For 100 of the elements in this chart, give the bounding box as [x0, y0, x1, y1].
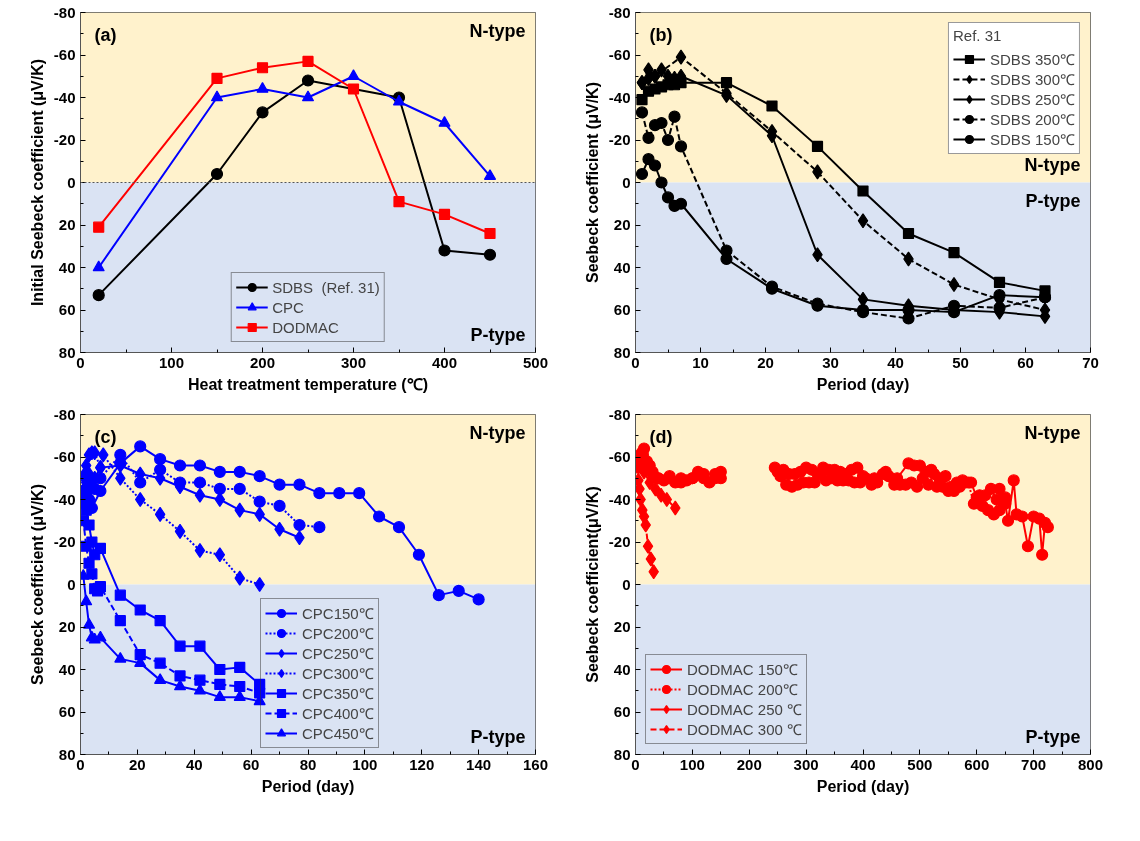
band-label: P-type — [470, 324, 526, 345]
x-tick-label: 300 — [340, 353, 367, 371]
x-axis-title: Heat treatment temperature (℃) — [187, 375, 429, 393]
annotation: (c) — [94, 426, 117, 447]
x-tick-label: 200 — [736, 755, 762, 773]
x-tick-label: 400 — [431, 353, 458, 371]
x-tick-label: 100 — [158, 353, 185, 371]
legend-label: SDBS 350℃ — [989, 50, 1075, 69]
x-tick-label: 30 — [822, 353, 839, 371]
y-tick-label: -60 — [53, 448, 76, 465]
y-tick-label: -20 — [608, 533, 631, 550]
y-tick-label: -20 — [53, 131, 76, 148]
annotation: (b) — [649, 24, 673, 45]
legend-label: DODMAC 300 ℃ — [687, 720, 803, 739]
legend-label: SDBS 300℃ — [989, 70, 1075, 89]
x-tick-label: 20 — [757, 353, 774, 371]
x-tick-label: 70 — [1082, 353, 1099, 371]
y-tick-label: 0 — [622, 173, 631, 191]
y-tick-label: -60 — [608, 46, 631, 63]
x-tick-label: 500 — [522, 353, 549, 371]
x-axis-title: Period (day) — [261, 777, 355, 795]
y-axis-title: Seebeck coefficient (μV/K) — [583, 82, 601, 283]
y-tick-label: 20 — [58, 216, 76, 233]
band-label: P-type — [1025, 726, 1081, 747]
x-tick-label: 160 — [522, 755, 549, 773]
y-tick-label: 20 — [58, 618, 76, 635]
band-label: N-type — [469, 422, 526, 443]
y-tick-label: 60 — [613, 703, 631, 720]
y-tick-label: 40 — [613, 258, 631, 276]
y-tick-label: -80 — [608, 405, 631, 423]
y-tick-label: 60 — [58, 301, 76, 318]
y-tick-label: -80 — [53, 3, 76, 21]
annotation: (a) — [94, 24, 117, 45]
x-tick-label: 700 — [1021, 755, 1047, 773]
x-tick-label: 20 — [129, 755, 146, 773]
legend-label: DODMAC 200℃ — [687, 680, 798, 699]
band-label: N-type — [469, 20, 526, 41]
legend-label: CPC400℃ — [302, 704, 374, 723]
legend-label: DODMAC 150℃ — [687, 660, 798, 679]
x-tick-label: 120 — [409, 755, 435, 773]
y-tick-label: -40 — [53, 88, 76, 106]
y-axis-title: Seebeck coefficient (μV/K) — [28, 484, 46, 685]
x-tick-label: 50 — [952, 353, 969, 371]
y-tick-label: 0 — [67, 173, 76, 191]
x-tick-label: 40 — [887, 353, 904, 371]
x-tick-label: 140 — [466, 755, 492, 773]
x-tick-label: 400 — [850, 755, 876, 773]
y-tick-label: 60 — [613, 301, 631, 318]
x-tick-label: 80 — [299, 755, 317, 773]
x-tick-label: 100 — [352, 755, 378, 773]
legend-label: CPC450℃ — [302, 724, 374, 743]
legend-label: CPC150℃ — [302, 604, 374, 623]
annotation: (d) — [649, 426, 673, 447]
y-tick-label: 40 — [58, 660, 76, 678]
x-tick-label: 60 — [242, 755, 260, 773]
band-label: N-type — [1024, 422, 1081, 443]
legend-label: CPC350℃ — [302, 684, 374, 703]
y-tick-label: 60 — [58, 703, 76, 720]
x-tick-label: 500 — [907, 755, 933, 773]
y-tick-label: -20 — [53, 533, 76, 550]
x-tick-label: 300 — [793, 755, 819, 773]
legend-title: Ref. 31 — [952, 27, 1003, 44]
legend-label: SDBS 150℃ — [989, 130, 1075, 149]
x-tick-label: 600 — [964, 755, 990, 773]
x-axis-title: Period (day) — [816, 375, 910, 393]
band-label: P-type — [1025, 190, 1081, 211]
legend-label: SDBS 200℃ — [989, 110, 1075, 129]
y-tick-label: -20 — [608, 131, 631, 148]
y-tick-label: 40 — [613, 660, 631, 678]
y-tick-label: 0 — [67, 575, 76, 593]
x-tick-label: 60 — [1017, 353, 1034, 371]
y-tick-label: -40 — [608, 88, 631, 106]
legend-label: SDBS (Ref. 31) — [272, 278, 380, 296]
y-tick-label: -80 — [608, 3, 631, 21]
legend-label: DODMAC — [272, 318, 339, 336]
legend-label: CPC200℃ — [302, 624, 374, 643]
x-tick-label: 200 — [249, 353, 276, 371]
legend-label: SDBS 250℃ — [989, 90, 1075, 109]
legend-label: CPC250℃ — [302, 644, 374, 663]
legend-label: DODMAC 250 ℃ — [687, 700, 803, 719]
legend-label: CPC — [272, 298, 304, 316]
y-tick-label: 20 — [613, 216, 631, 233]
x-tick-label: 800 — [1077, 755, 1104, 773]
legend-label: CPC300℃ — [302, 664, 374, 683]
x-tick-label: 10 — [692, 353, 709, 371]
y-tick-label: -40 — [608, 490, 631, 508]
x-axis-title: Period (day) — [816, 777, 910, 795]
band-label: N-type — [1024, 154, 1081, 175]
y-tick-label: 20 — [613, 618, 631, 635]
y-axis-title: Seebeck coefficient(μV/K) — [583, 486, 601, 683]
x-tick-label: 40 — [185, 755, 203, 773]
y-tick-label: 40 — [58, 258, 76, 276]
x-tick-label: 100 — [679, 755, 705, 773]
y-tick-label: -60 — [53, 46, 76, 63]
y-tick-label: -40 — [53, 490, 76, 508]
band-label: P-type — [470, 726, 526, 747]
y-tick-label: 0 — [622, 575, 631, 593]
y-tick-label: -60 — [608, 448, 631, 465]
y-axis-title: Initial Seebeck coefficient (μV/K) — [28, 58, 46, 307]
y-tick-label: -80 — [53, 405, 76, 423]
